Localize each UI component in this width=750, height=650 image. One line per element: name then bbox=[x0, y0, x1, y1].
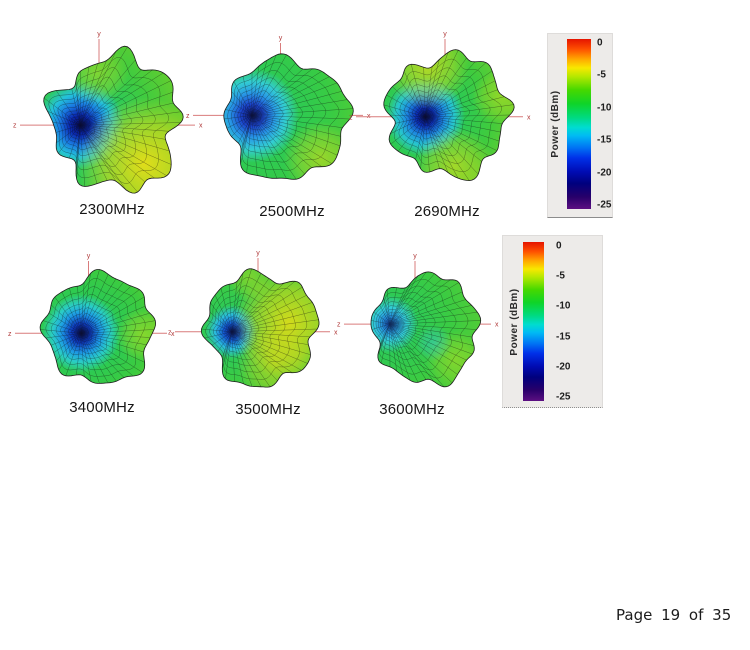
colorbar-gradient bbox=[567, 39, 591, 209]
colorbar-tick: 0 bbox=[556, 240, 562, 252]
colorbar-tick: 0 bbox=[597, 37, 603, 49]
figure-label-3500mhz: 3500MHz bbox=[235, 401, 301, 418]
colorbar-tick: -10 bbox=[556, 300, 571, 312]
z-axis-label: z bbox=[8, 330, 12, 337]
colorbar-tick: -5 bbox=[556, 270, 565, 282]
mesh-grid bbox=[201, 268, 319, 387]
colorbar-bottom: 0 -5 -10 -15 -20 -25 Power (dBm) bbox=[502, 235, 603, 408]
mesh-grid bbox=[371, 271, 481, 387]
y-axis-label: y bbox=[413, 253, 417, 260]
figure-label-3600mhz: 3600MHz bbox=[379, 401, 445, 418]
radiation-pattern-plot: y z x bbox=[186, 35, 371, 180]
y-axis-label: y bbox=[278, 35, 282, 42]
colorbar-tick: -15 bbox=[597, 134, 612, 146]
colorbar-tick: -20 bbox=[597, 167, 612, 179]
colorbar-tick: -25 bbox=[556, 391, 571, 403]
x-axis-label: x bbox=[495, 321, 499, 328]
radiation-pattern-plot: y z x bbox=[349, 31, 531, 182]
y-axis-label: y bbox=[97, 31, 101, 38]
y-axis-label: y bbox=[86, 253, 90, 260]
x-axis-label: x bbox=[171, 330, 175, 337]
z-axis-label: z bbox=[186, 113, 190, 120]
colorbar-title: Power (dBm) bbox=[509, 287, 520, 356]
mesh-grid bbox=[383, 49, 514, 181]
colorbar-tick: -25 bbox=[597, 199, 612, 211]
z-axis-label: z bbox=[349, 114, 353, 121]
z-axis-label: z bbox=[337, 321, 341, 328]
page-number: Page 19 of 35 bbox=[616, 606, 732, 624]
y-axis-label: y bbox=[256, 250, 260, 257]
colorbar-top: 0 -5 -10 -15 -20 -25 Power (dBm) bbox=[547, 33, 613, 218]
z-axis-label: z bbox=[13, 122, 17, 129]
colorbar-gradient bbox=[523, 242, 544, 401]
x-axis-label: x bbox=[199, 122, 203, 129]
x-axis-label: x bbox=[527, 114, 531, 121]
mesh-grid bbox=[223, 54, 353, 180]
colorbar-tick: -15 bbox=[556, 331, 571, 343]
mesh-grid bbox=[43, 46, 182, 192]
figure-2690mhz-pattern: y z x bbox=[347, 28, 549, 203]
colorbar-tick: -20 bbox=[556, 361, 571, 373]
figure-label-2690mhz: 2690MHz bbox=[414, 203, 480, 220]
radiation-pattern-plot: y z x bbox=[13, 31, 203, 194]
z-axis-label: z bbox=[168, 329, 172, 336]
figure-2500mhz-pattern: y z x bbox=[184, 32, 389, 207]
y-axis-label: y bbox=[443, 31, 447, 38]
figure-label-2500mhz: 2500MHz bbox=[259, 203, 325, 220]
mesh-grid bbox=[39, 269, 155, 383]
x-axis-label: x bbox=[334, 329, 338, 336]
figure-label-2300mhz: 2300MHz bbox=[79, 201, 145, 218]
figure-2300mhz-pattern: y z x bbox=[11, 28, 221, 218]
figure-label-3400mhz: 3400MHz bbox=[69, 399, 135, 416]
colorbar-title: Power (dBm) bbox=[550, 90, 561, 158]
colorbar-tick: -10 bbox=[597, 102, 612, 114]
colorbar-tick: -5 bbox=[597, 69, 606, 81]
